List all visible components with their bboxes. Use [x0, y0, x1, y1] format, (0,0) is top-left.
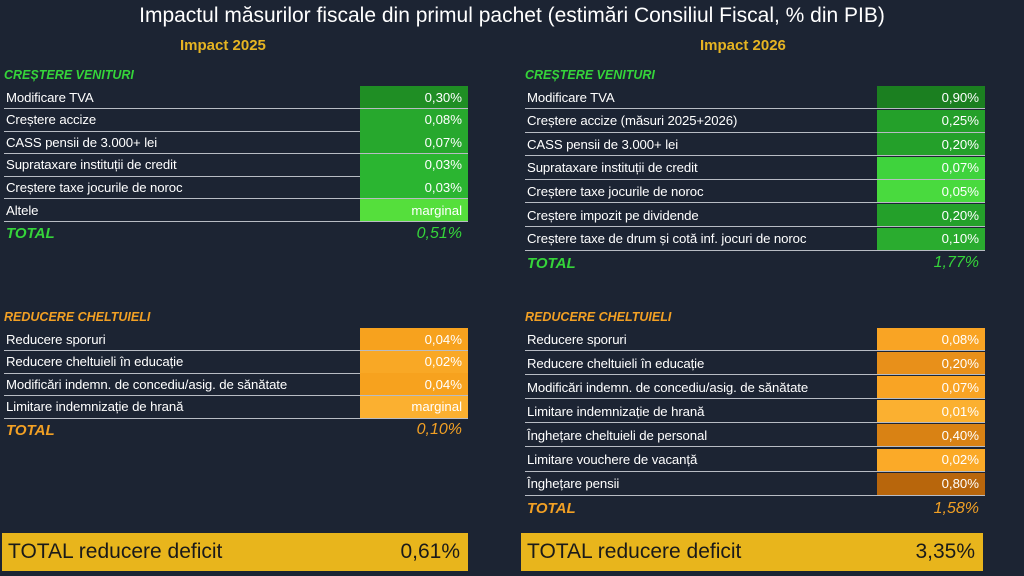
- row-value: 0,30%: [360, 86, 468, 108]
- total-label: TOTAL: [527, 254, 576, 272]
- row-value: 0,08%: [877, 328, 985, 350]
- row-value: 0,08%: [360, 108, 468, 131]
- row-value: 0,90%: [877, 86, 985, 108]
- row-label: Creștere impozit pe dividende: [527, 207, 699, 223]
- row-label: Creștere accize (măsuri 2025+2026): [527, 113, 738, 129]
- row-value: 0,80%: [877, 472, 985, 495]
- row-label: CASS pensii de 3.000+ lei: [527, 136, 679, 152]
- row-value: 0,07%: [877, 376, 985, 399]
- spending-row: Limitare indemnizație de hrană 0,01%: [525, 400, 985, 424]
- spending-row: Înghețare cheltuieli de personal 0,40%: [525, 424, 985, 448]
- row-value: 0,07%: [877, 156, 985, 179]
- grand-total-label: TOTAL reducere deficit: [527, 540, 742, 563]
- row-value: 0,02%: [360, 350, 468, 373]
- total-label: TOTAL: [6, 225, 55, 243]
- revenue-total: TOTAL 1,77%: [525, 252, 985, 274]
- row-label: Creștere taxe de drum și cotă inf. jocur…: [527, 231, 807, 247]
- spending-row: Reducere cheltuieli în educație 0,20%: [525, 352, 985, 376]
- spending-row: Limitare indemnizație de hrană marginal: [4, 395, 468, 419]
- row-value: 0,01%: [877, 400, 985, 423]
- spending-section-header: REDUCERE CHELTUIELI: [4, 310, 151, 324]
- spending-total: TOTAL 0,10%: [4, 419, 468, 441]
- total-value: 1,58%: [933, 499, 979, 517]
- row-value: 0,25%: [877, 109, 985, 132]
- revenue-row: Creștere taxe de drum și cotă inf. jocur…: [525, 227, 985, 251]
- spending-row: Limitare vouchere de vacanță 0,02%: [525, 448, 985, 472]
- row-label: Înghețare pensii: [527, 476, 620, 492]
- row-value: 0,20%: [877, 204, 985, 226]
- total-label: TOTAL: [6, 421, 55, 439]
- row-label: CASS pensii de 3.000+ lei: [6, 134, 158, 150]
- row-value: 0,07%: [360, 131, 468, 154]
- grand-total-bar: TOTAL reducere deficit 3,35%: [521, 533, 983, 571]
- revenue-section-header: CREȘTERE VENITURI: [525, 68, 655, 82]
- spending-row: Modificări indemn. de concediu/asig. de …: [4, 373, 468, 397]
- spending-total: TOTAL 1,58%: [525, 498, 985, 520]
- spending-row: Reducere cheltuieli în educație 0,02%: [4, 350, 468, 374]
- row-value: 0,05%: [877, 180, 985, 203]
- row-label: Altele: [6, 202, 39, 218]
- row-label: Reducere sporuri: [6, 331, 106, 347]
- total-value: 0,51%: [416, 224, 462, 242]
- row-value: 0,02%: [877, 448, 985, 471]
- total-value: 1,77%: [933, 254, 979, 272]
- row-value: marginal: [360, 395, 468, 418]
- row-value: 0,20%: [877, 133, 985, 156]
- revenue-row: Creștere accize 0,08%: [4, 108, 468, 132]
- row-label: Modificări indemn. de concediu/asig. de …: [527, 379, 809, 395]
- row-label: Reducere cheltuieli în educație: [527, 355, 705, 371]
- spending-row: Reducere sporuri 0,04%: [4, 328, 468, 351]
- row-label: Limitare vouchere de vacanță: [527, 452, 698, 467]
- row-label: Creștere taxe jocurile de noroc: [527, 183, 704, 199]
- spending-section-header: REDUCERE CHELTUIELI: [525, 310, 672, 324]
- row-value: 0,03%: [360, 153, 468, 176]
- spending-row: Modificări indemn. de concediu/asig. de …: [525, 376, 985, 400]
- row-label: Modificare TVA: [6, 89, 94, 105]
- page-title: Impactul măsurilor fiscale din primul pa…: [139, 4, 885, 27]
- revenue-row: Altele marginal: [4, 199, 468, 222]
- spending-row: Înghețare pensii 0,80%: [525, 472, 985, 496]
- revenue-row: CASS pensii de 3.000+ lei 0,20%: [525, 133, 985, 157]
- row-label: Limitare indemnizație de hrană: [6, 399, 184, 415]
- revenue-row: Creștere taxe jocurile de noroc 0,05%: [525, 180, 985, 204]
- row-label: Creștere accize: [6, 112, 97, 128]
- row-value: 0,10%: [877, 227, 985, 250]
- revenue-row: Modificare TVA 0,30%: [4, 86, 468, 109]
- revenue-row: Suprataxare instituții de credit 0,07%: [525, 156, 985, 180]
- total-label: TOTAL: [527, 500, 576, 518]
- impact-2025-label: Impact 2025: [180, 37, 266, 54]
- revenue-row: Modificare TVA 0,90%: [525, 86, 985, 109]
- row-value: 0,20%: [877, 352, 985, 375]
- row-label: Modificare TVA: [527, 89, 615, 105]
- row-value: 0,04%: [360, 328, 468, 350]
- row-label: Creștere taxe jocurile de noroc: [6, 179, 183, 195]
- grand-total-bar: TOTAL reducere deficit 0,61%: [2, 533, 468, 571]
- row-label: Reducere sporuri: [527, 331, 627, 347]
- grand-total-label: TOTAL reducere deficit: [8, 540, 223, 563]
- row-label: Modificări indemn. de concediu/asig. de …: [6, 376, 288, 392]
- revenue-row: Creștere accize (măsuri 2025+2026) 0,25%: [525, 109, 985, 133]
- grand-total-value: 0,61%: [400, 540, 460, 563]
- grand-total-value: 3,35%: [915, 540, 975, 563]
- row-label: Suprataxare instituții de credit: [6, 157, 177, 173]
- row-label: Limitare indemnizație de hrană: [527, 403, 705, 419]
- revenue-row: Suprataxare instituții de credit 0,03%: [4, 153, 468, 177]
- row-value: 0,04%: [360, 373, 468, 396]
- revenue-row: CASS pensii de 3.000+ lei 0,07%: [4, 131, 468, 155]
- revenue-section-header: CREȘTERE VENITURI: [4, 68, 134, 82]
- row-label: Suprataxare instituții de credit: [527, 160, 698, 176]
- revenue-row: Creștere impozit pe dividende 0,20%: [525, 204, 985, 227]
- revenue-total: TOTAL 0,51%: [4, 223, 468, 245]
- impact-2026-label: Impact 2026: [700, 37, 786, 54]
- spending-row: Reducere sporuri 0,08%: [525, 328, 985, 351]
- total-value: 0,10%: [416, 421, 462, 439]
- row-value: marginal: [360, 199, 468, 221]
- row-value: 0,03%: [360, 176, 468, 199]
- revenue-row: Creștere taxe jocurile de noroc 0,03%: [4, 176, 468, 200]
- row-value: 0,40%: [877, 424, 985, 447]
- row-label: Înghețare cheltuieli de personal: [527, 427, 708, 443]
- row-label: Reducere cheltuieli în educație: [6, 354, 184, 370]
